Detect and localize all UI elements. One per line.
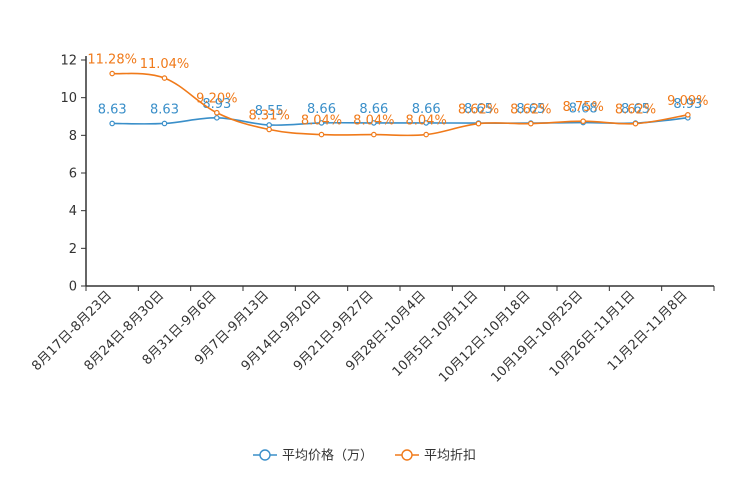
- data-point: [371, 120, 377, 126]
- data-label: 8.62%: [458, 103, 499, 118]
- x-tick-label: 10月12日-10月18日: [436, 288, 533, 385]
- data-point: [318, 131, 325, 138]
- y-tick-label: 6: [69, 167, 77, 182]
- y-tick-label: 0: [69, 280, 77, 295]
- y-tick-label: 8: [69, 129, 77, 144]
- data-label: 8.04%: [301, 114, 342, 129]
- data-label: 8.65: [464, 102, 493, 117]
- data-label: 8.62%: [615, 103, 656, 118]
- legend-label: 平均价格（万）: [282, 448, 373, 464]
- data-point: [109, 70, 115, 77]
- data-point: [214, 109, 220, 116]
- data-label: 8.31%: [249, 108, 290, 123]
- y-tick-label: 12: [60, 54, 77, 69]
- data-point: [423, 120, 429, 126]
- y-tick-label: 10: [60, 91, 77, 106]
- plot-area: 8.63 8.63 8.93 8.55 8.66 8.66 8.66 8.65 8.65 8.68…: [87, 53, 708, 138]
- series-avg-discount: 11.28% 11.04%9.20%8.31% 8.04% 8.04% 8.04%8.6…: [87, 53, 708, 138]
- legend: 平均价格（万） 平均折扣: [253, 448, 476, 464]
- data-label: 9.09%: [667, 94, 708, 109]
- data-point: [266, 126, 272, 133]
- data-label: 9.20%: [196, 92, 237, 107]
- data-label: 8.65: [516, 102, 545, 117]
- data-point: [685, 112, 691, 118]
- data-label: 8.63: [98, 102, 127, 117]
- data-label: 8.66: [307, 102, 336, 117]
- x-tick-label: 10月19日-10月25日: [489, 288, 586, 385]
- data-point: [371, 131, 377, 138]
- data-label: 8.68: [569, 102, 598, 117]
- legend-marker: [401, 449, 413, 461]
- data-point: [632, 120, 639, 127]
- data-label: 8.75%: [563, 100, 604, 115]
- data-point: [475, 120, 482, 127]
- series-line: [112, 72, 688, 137]
- data-point: [161, 75, 168, 81]
- legend-item-avg-discount: 平均折扣: [395, 449, 476, 464]
- data-point: [161, 120, 168, 127]
- data-point: [423, 131, 429, 138]
- data-label: 8.55: [255, 104, 284, 119]
- data-point: [214, 115, 220, 121]
- data-label: 8.66: [359, 102, 388, 117]
- data-point: [109, 120, 115, 127]
- legend-label: 平均折扣: [424, 449, 476, 464]
- series-line: [112, 117, 688, 126]
- data-label: 11.04%: [140, 57, 190, 72]
- data-label: 8.63: [150, 102, 179, 117]
- data-label: 8.66: [412, 102, 441, 117]
- data-label: 8.04%: [406, 114, 447, 129]
- data-point: [580, 118, 586, 125]
- y-tick-label: 4: [69, 204, 77, 219]
- data-label: 8.65: [621, 102, 650, 117]
- data-label: 8.93: [673, 97, 702, 112]
- data-label: 8.62%: [510, 103, 551, 118]
- y-tick-label: 2: [69, 242, 77, 257]
- data-point: [318, 120, 325, 126]
- data-point: [528, 120, 534, 127]
- data-label: 11.28%: [87, 53, 137, 68]
- data-label: 8.04%: [353, 114, 394, 129]
- legend-marker: [259, 449, 271, 461]
- legend-item-avg-price: 平均价格（万）: [253, 448, 373, 464]
